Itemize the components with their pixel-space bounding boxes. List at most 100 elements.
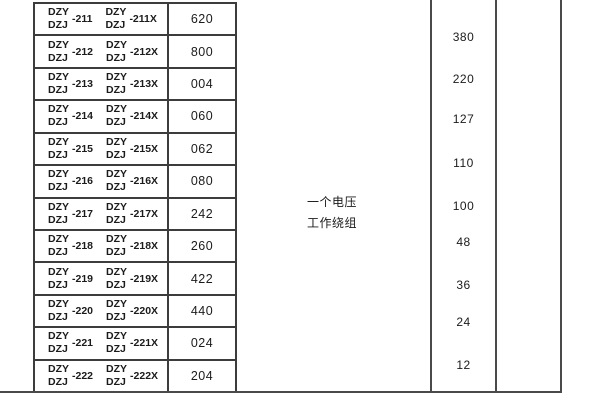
- column-divider: [495, 0, 497, 393]
- table-row: DZY DZJ -218 DZY DZJ -218X 260: [35, 230, 235, 264]
- code-cell: 260: [190, 239, 214, 254]
- series-name-top: DZY: [106, 168, 128, 181]
- model-suffix-x: -213X: [130, 78, 159, 91]
- model-pair-cell: DZY DZJ -217 DZY DZJ -217X: [35, 198, 169, 229]
- model-series-stack: DZY DZJ: [106, 168, 127, 194]
- voltage-value: 220: [452, 72, 475, 86]
- series-name-bottom: DZJ: [106, 246, 126, 259]
- model-pair-cell: DZY DZJ -222 DZY DZJ -222X: [35, 360, 169, 392]
- model-pair-cell: DZY DZJ -219 DZY DZJ -219X: [35, 263, 169, 294]
- model-series-stack: DZY DZJ: [105, 6, 126, 32]
- model-series-stack: DZY DZJ: [106, 201, 127, 227]
- model-pair-cell: DZY DZJ -212 DZY DZJ -212X: [35, 36, 169, 67]
- model-suffix-x: -211X: [129, 13, 157, 26]
- table-row: DZY DZJ -211 DZY DZJ -211X 620: [35, 4, 235, 37]
- table-row: DZY DZJ -217 DZY DZJ -217X 242: [35, 198, 235, 231]
- model-suffix: -216: [72, 175, 94, 188]
- series-name-bottom: DZJ: [106, 343, 126, 356]
- series-name-bottom: DZJ: [48, 84, 68, 97]
- series-name-top: DZY: [106, 71, 128, 84]
- series-name-top: DZY: [48, 168, 69, 181]
- series-name-top: DZY: [106, 103, 128, 116]
- model-series-stack: DZY DZJ: [48, 39, 69, 65]
- model-suffix-x: -218X: [130, 240, 159, 253]
- table-row: DZY DZJ -222 DZY DZJ -222X 204: [35, 360, 235, 392]
- model-series-stack: DZY DZJ: [106, 266, 127, 292]
- code-cell: 422: [190, 271, 214, 286]
- voltage-value: 127: [452, 112, 475, 126]
- series-name-top: DZY: [48, 6, 69, 19]
- code-cell: 440: [190, 304, 214, 318]
- series-name-bottom: DZJ: [106, 51, 126, 64]
- table-row: DZY DZJ -214 DZY DZJ -214X 060: [35, 101, 235, 134]
- model-suffix: -213: [72, 78, 94, 91]
- model-suffix-x: -221X: [130, 337, 159, 350]
- model-pair-cell: DZY DZJ -220 DZY DZJ -220X: [35, 295, 169, 327]
- winding-label-cell: 一个电压 工作绕组: [307, 192, 357, 234]
- series-name-top: DZY: [106, 38, 128, 51]
- series-name-top: DZY: [106, 135, 128, 148]
- table-row: DZY DZJ -212 DZY DZJ -212X 800: [35, 36, 235, 69]
- voltage-value: 36: [456, 278, 471, 292]
- series-name-top: DZY: [48, 233, 69, 246]
- series-name-bottom: DZJ: [48, 246, 68, 259]
- series-name-top: DZY: [48, 330, 69, 343]
- model-series-stack: DZY DZJ: [48, 201, 69, 227]
- table-row: DZY DZJ -216 DZY DZJ -216X 080: [35, 166, 235, 199]
- model-suffix-x: -216X: [130, 175, 159, 188]
- series-name-bottom: DZJ: [48, 116, 68, 129]
- model-suffix: -221: [72, 337, 94, 350]
- series-name-top: DZY: [106, 200, 128, 213]
- model-series-stack: DZY DZJ: [48, 266, 69, 292]
- model-suffix-x: -215X: [130, 142, 159, 155]
- table-bottom-border: [0, 391, 562, 393]
- model-series-stack: DZY DZJ: [48, 136, 69, 162]
- code-cell: 080: [190, 174, 214, 189]
- table-row: DZY DZJ -213 DZY DZJ -213X 004: [35, 68, 235, 102]
- model-suffix: -214: [72, 110, 94, 123]
- series-name-bottom: DZJ: [106, 116, 126, 129]
- model-pair-cell: DZY DZJ -214 DZY DZJ -214X: [35, 101, 169, 132]
- series-name-top: DZY: [106, 362, 128, 375]
- series-name-top: DZY: [48, 298, 69, 310]
- model-pair-cell: DZY DZJ -213 DZY DZJ -213X: [35, 68, 169, 100]
- series-name-bottom: DZJ: [48, 311, 68, 323]
- table-row: DZY DZJ -219 DZY DZJ -219X 422: [35, 263, 235, 296]
- column-divider: [560, 0, 562, 393]
- model-series-stack: DZY DZJ: [48, 233, 69, 259]
- model-pair-cell: DZY DZJ -218 DZY DZJ -218X: [35, 230, 169, 262]
- voltage-value: 100: [452, 199, 475, 213]
- series-name-bottom: DZJ: [48, 278, 68, 291]
- model-suffix: -218: [72, 240, 94, 253]
- code-cell: 062: [190, 141, 214, 156]
- series-name-bottom: DZJ: [106, 148, 126, 161]
- series-name-top: DZY: [48, 200, 69, 213]
- model-suffix: -212: [72, 45, 94, 58]
- model-series-stack: DZY DZJ: [106, 233, 127, 259]
- model-series-stack: DZY DZJ: [106, 71, 127, 97]
- code-cell: 004: [190, 77, 214, 92]
- model-series-stack: DZY DZJ: [48, 6, 69, 32]
- model-series-stack: DZY DZJ: [48, 330, 69, 356]
- series-name-bottom: DZJ: [106, 181, 126, 194]
- code-cell: 204: [190, 368, 214, 383]
- voltage-value: 48: [456, 235, 471, 249]
- model-code-table: DZY DZJ -211 DZY DZJ -211X 620 DZY DZJ -…: [33, 2, 237, 393]
- series-name-bottom: DZJ: [106, 278, 126, 291]
- series-name-bottom: DZJ: [106, 311, 126, 323]
- series-name-bottom: DZJ: [48, 148, 68, 161]
- series-name-top: DZY: [105, 6, 127, 19]
- model-suffix: -215: [72, 142, 94, 155]
- voltage-value: 110: [453, 156, 474, 170]
- code-cell: 800: [190, 44, 214, 59]
- model-suffix: -211: [72, 13, 93, 26]
- model-series-stack: DZY DZJ: [48, 298, 69, 324]
- model-suffix-x: -214X: [130, 110, 159, 123]
- model-suffix-x: -212X: [130, 45, 159, 58]
- voltage-value: 12: [456, 358, 471, 372]
- model-series-stack: DZY DZJ: [106, 103, 127, 129]
- model-series-stack: DZY DZJ: [106, 330, 127, 356]
- column-divider: [430, 0, 432, 393]
- model-suffix-x: -217X: [130, 207, 159, 220]
